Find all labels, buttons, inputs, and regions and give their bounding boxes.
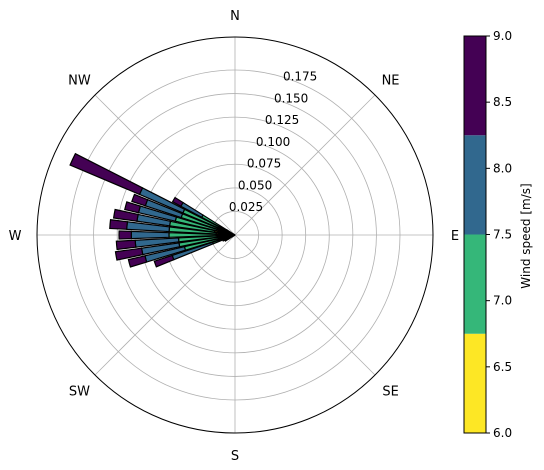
radial-tick-label: 0.075 xyxy=(247,157,281,171)
direction-label-e: E xyxy=(451,229,459,244)
colorbar-tick-label: 8.0 xyxy=(493,161,512,175)
wind-bar-270-bin-3 xyxy=(130,230,170,240)
direction-labels: N NE E SE S SW W NW xyxy=(9,9,460,464)
colorbar-segment-1 xyxy=(464,333,486,433)
colorbar-segment-4 xyxy=(464,36,486,136)
grid-spoke-ne xyxy=(234,94,376,236)
wind-rose-bars xyxy=(69,152,236,268)
wind-bar-260-bin-4 xyxy=(114,247,144,261)
direction-label-sw: SW xyxy=(69,385,90,400)
direction-label-n: N xyxy=(230,9,240,24)
wind-bar-275-bin-4 xyxy=(109,219,129,230)
wind-bar-300-bin-4 xyxy=(171,196,184,208)
direction-label-s: S xyxy=(231,449,239,464)
colorbar-segment-3 xyxy=(464,135,486,235)
wind-bar-285-bin-4 xyxy=(124,201,142,214)
polar-frame xyxy=(36,36,434,434)
grid-spoke-nw xyxy=(94,94,236,236)
colorbar-tick-label: 8.5 xyxy=(493,95,512,109)
grid-spoke-sw xyxy=(94,234,236,376)
wind-bar-265-bin-4 xyxy=(115,239,137,251)
wind-bar-280-bin-4 xyxy=(112,208,139,222)
colorbar-segment-2 xyxy=(464,234,486,334)
direction-label-nw: NW xyxy=(68,73,91,88)
wind-bar-290-bin-4 xyxy=(131,193,149,207)
direction-label-ne: NE xyxy=(382,73,400,88)
radial-tick-label: 0.175 xyxy=(283,70,317,84)
colorbar: 6.0 6.5 7.0 7.5 8.0 8.5 9.0 xyxy=(463,29,512,440)
radial-tick-labels: 0.025 0.050 0.075 0.100 0.125 0.150 0.175 xyxy=(229,70,317,215)
grid-spoke-se xyxy=(234,234,376,376)
radial-tick-label: 0.125 xyxy=(265,113,299,127)
colorbar-label: Wind speed [m/s] xyxy=(519,183,533,288)
direction-label-se: SE xyxy=(382,385,398,400)
colorbar-tick-label: 7.5 xyxy=(493,228,512,242)
wind-bar-295-bin-4 xyxy=(69,152,144,196)
colorbar-tick-label: 9.0 xyxy=(493,29,512,43)
wind-bar-255-bin-4 xyxy=(127,255,148,268)
colorbar-tick-label: 6.5 xyxy=(493,360,512,374)
colorbar-tick-label: 6.0 xyxy=(493,426,512,440)
wind-bar-270-bin-4 xyxy=(118,230,132,240)
radial-tick-label: 0.050 xyxy=(238,178,272,192)
colorbar-tick-label: 7.0 xyxy=(493,294,512,308)
polar-grid xyxy=(37,37,433,433)
direction-label-w: W xyxy=(9,229,22,244)
radial-tick-label: 0.150 xyxy=(274,91,308,105)
radial-tick-label: 0.100 xyxy=(256,135,290,149)
radial-tick-label: 0.025 xyxy=(229,200,263,214)
wind-bar-250-bin-4 xyxy=(153,254,175,268)
